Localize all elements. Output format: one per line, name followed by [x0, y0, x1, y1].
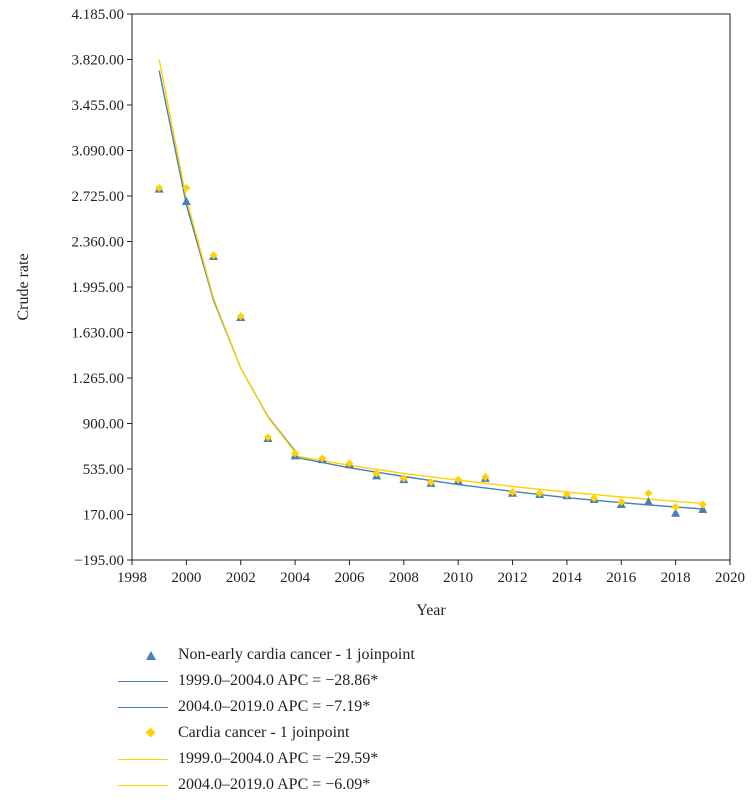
x-tick-label: 2020	[715, 570, 745, 586]
legend-item: 2004.0–2019.0 APC = −7.19*	[118, 694, 560, 720]
x-tick-label: 2018	[661, 570, 691, 586]
y-tick-label: 1.995.00	[72, 280, 125, 296]
diamond-point	[508, 488, 517, 497]
diamond-marker-icon	[140, 723, 178, 743]
y-tick-label: 1.265.00	[72, 371, 125, 387]
y-tick-label: 900.00	[83, 417, 124, 433]
legend-label: 1999.0–2004.0 APC = −28.86*	[178, 672, 379, 689]
x-axis-title: Year	[416, 602, 446, 619]
diamond-point	[372, 469, 381, 478]
diamond-point	[345, 459, 354, 468]
diamond-point	[535, 489, 544, 498]
y-tick-label: −195.00	[74, 553, 124, 569]
legend: Non-early cardia cancer - 1 joinpoint 19…	[118, 642, 560, 798]
x-tick-label: 2008	[389, 570, 419, 586]
yellow-line-icon	[118, 749, 178, 769]
x-tick-label: 2012	[498, 570, 528, 586]
y-tick-label: 2.725.00	[72, 189, 125, 205]
legend-item: Non-early cardia cancer - 1 joinpoint	[140, 642, 560, 668]
y-tick-label: 3.455.00	[72, 98, 125, 114]
legend-label: Cardia cancer - 1 joinpoint	[178, 724, 350, 741]
legend-item: 2004.0–2019.0 APC = −6.09*	[118, 772, 560, 798]
x-tick-label: 2004	[280, 570, 311, 586]
y-tick-label: 3.820.00	[72, 53, 125, 69]
legend-label: Non-early cardia cancer - 1 joinpoint	[178, 646, 415, 663]
diamond-point	[263, 433, 272, 442]
legend-label: 2004.0–2019.0 APC = −7.19*	[178, 698, 371, 715]
series-line	[294, 456, 703, 510]
legend-item: Cardia cancer - 1 joinpoint	[140, 720, 560, 746]
series-line	[158, 59, 296, 453]
blue-line-icon	[118, 671, 178, 691]
diamond-point	[644, 489, 653, 498]
diamond-point	[318, 454, 327, 463]
triangle-point	[698, 504, 708, 514]
diamond-point	[399, 474, 408, 483]
y-tick-label: 1.630.00	[72, 326, 125, 342]
diamond-point	[291, 449, 300, 458]
diamond-point	[562, 490, 571, 499]
diamond-point	[617, 498, 626, 507]
diamond-point	[155, 183, 164, 192]
diamond-point	[427, 478, 435, 487]
x-tick-label: 2010	[443, 570, 473, 586]
x-tick-label: 2014	[552, 570, 583, 586]
y-tick-label: 170.00	[83, 508, 124, 524]
triangle-marker-icon	[140, 645, 178, 665]
y-tick-label: 4.185.00	[72, 7, 125, 23]
y-tick-label: 2.360.00	[72, 235, 125, 251]
diamond-point	[698, 500, 707, 509]
legend-label: 1999.0–2004.0 APC = −29.59*	[178, 750, 379, 767]
series-line	[158, 70, 296, 452]
yellow-line-icon	[118, 775, 178, 795]
x-tick-label: 2000	[171, 570, 201, 586]
triangle-point	[643, 497, 653, 506]
diamond-point	[209, 251, 218, 260]
diamond-point	[671, 503, 680, 512]
diamond-point	[590, 494, 599, 503]
legend-label: 2004.0–2019.0 APC = −6.09*	[178, 776, 371, 793]
triangle-point	[181, 196, 191, 206]
diamond-point	[454, 475, 463, 484]
x-tick-label: 2016	[606, 570, 637, 586]
x-tick-label: 2002	[226, 570, 256, 586]
chart: −195.00 170.00 535.00 900.00 1.265.00 1.630.0…	[15, 7, 745, 619]
y-axis-title: Crude rate	[15, 253, 32, 320]
y-tick-label: 3.090.00	[72, 144, 125, 160]
diamond-point	[481, 473, 490, 482]
diamond-point	[182, 183, 191, 192]
y-tick-label: 535.00	[83, 462, 124, 478]
series-line	[294, 455, 703, 504]
x-tick-label: 2006	[334, 570, 365, 586]
blue-line-icon	[118, 697, 178, 717]
diamond-point	[236, 312, 245, 321]
triangle-point	[671, 508, 681, 517]
legend-item: 1999.0–2004.0 APC = −29.59*	[118, 746, 560, 772]
x-tick-label: 1998	[117, 570, 147, 586]
legend-item: 1999.0–2004.0 APC = −28.86*	[118, 668, 560, 694]
